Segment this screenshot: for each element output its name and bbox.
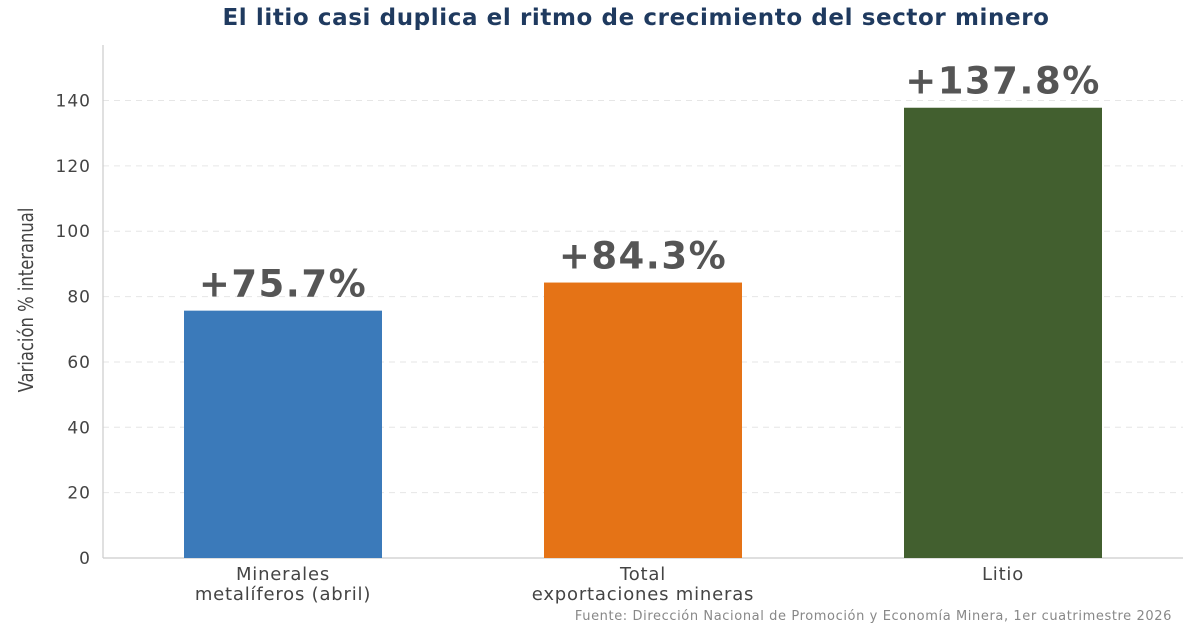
y-tick-label: 40: [67, 418, 91, 438]
y-tick-label: 20: [67, 484, 91, 504]
x-tick-label: Minerales: [236, 564, 330, 585]
y-tick-label: 100: [56, 222, 91, 242]
y-axis-label: Variación % interanual: [16, 208, 39, 393]
y-tick-label: 120: [56, 157, 91, 177]
y-tick-label: 0: [79, 549, 91, 569]
x-tick-label: exportaciones mineras: [532, 584, 754, 605]
data-label: +84.3%: [559, 235, 727, 278]
y-tick-label: 80: [67, 288, 91, 308]
chart-title: El litio casi duplica el ritmo de crecim…: [222, 5, 1049, 31]
source-note: Fuente: Dirección Nacional de Promoción …: [575, 609, 1172, 624]
bar: [544, 282, 742, 558]
data-label: +75.7%: [199, 263, 367, 306]
y-tick-label: 140: [56, 92, 91, 112]
bar: [184, 310, 382, 558]
data-labels: +75.7% +84.3% +137.8%: [199, 60, 1101, 306]
data-label: +137.8%: [905, 60, 1101, 103]
bar: [904, 107, 1102, 559]
bars: [184, 107, 1102, 559]
tick-labels: 0 20 40 60 80 100 120 140: [56, 92, 91, 569]
x-tick-label: Total: [619, 564, 666, 585]
x-tick-label: Litio: [982, 564, 1024, 585]
y-tick-label: 60: [67, 353, 91, 373]
x-tick-label: metalíferos (abril): [195, 584, 371, 605]
